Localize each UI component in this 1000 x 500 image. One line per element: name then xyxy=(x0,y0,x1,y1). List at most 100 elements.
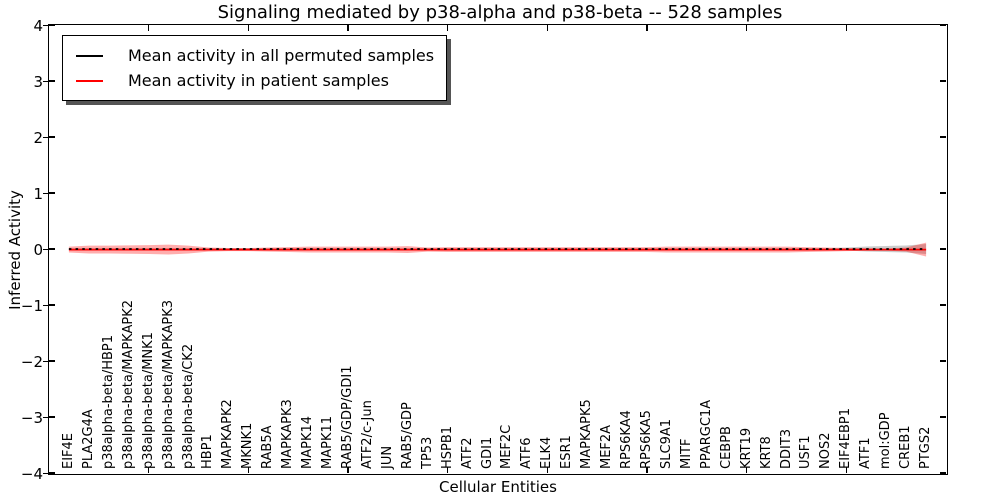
x-category-label: GDI1 xyxy=(479,436,495,469)
x-category-label: NOS2 xyxy=(818,432,834,469)
x-tick-top xyxy=(646,25,648,31)
x-category-label: PPARGC1A xyxy=(698,399,714,469)
y-tick-left-outer xyxy=(43,360,49,363)
x-category-label: MEF2A xyxy=(599,424,615,469)
y-tick-left-outer xyxy=(43,24,49,27)
x-tick-bottom xyxy=(546,467,549,473)
x-category-label: KRT8 xyxy=(758,436,774,469)
x-tick-top xyxy=(347,25,349,31)
y-tick-left-outer xyxy=(43,136,49,139)
x-tick-bottom xyxy=(745,467,748,473)
legend-item-permuted: Mean activity in all permuted samples xyxy=(75,43,434,68)
y-tick-left xyxy=(49,472,55,474)
y-tick-label: −4 xyxy=(20,464,43,483)
x-category-label: MAPKAPK5 xyxy=(579,399,595,469)
x-tick-bottom xyxy=(147,467,150,473)
x-category-label: SLC9A1 xyxy=(658,418,674,469)
x-category-label: MAPK14 xyxy=(300,415,316,469)
y-tick-right xyxy=(940,360,946,362)
x-tick-top xyxy=(247,25,250,31)
patient-line-sample-icon xyxy=(76,79,103,82)
x-tick-bottom xyxy=(446,467,449,473)
x-category-label: CEBPB xyxy=(718,426,734,469)
x-category-label: p38alpha-beta/MNK1 xyxy=(140,332,156,469)
x-category-label: HSPB1 xyxy=(439,425,455,469)
x-category-label: p38alpha-beta/CK2 xyxy=(180,343,196,469)
x-category-label: DDIT3 xyxy=(778,428,794,469)
x-category-label: RPS6KA4 xyxy=(619,410,635,469)
y-tick-label: −3 xyxy=(20,408,43,427)
y-tick-left xyxy=(49,192,55,194)
x-category-label: ATF2/c-Jun xyxy=(359,400,375,469)
x-tick-bottom xyxy=(347,467,349,473)
x-tick-top xyxy=(147,25,150,31)
y-tick-left-outer xyxy=(43,304,49,307)
y-tick-label: −1 xyxy=(20,296,43,315)
y-tick-right xyxy=(940,472,946,474)
x-category-label: ELK4 xyxy=(539,436,555,469)
x-tick-top xyxy=(446,25,449,31)
permuted-line-sample-icon xyxy=(76,54,103,57)
x-category-label: EIF4E xyxy=(60,432,76,469)
x-tick-top xyxy=(546,25,549,31)
legend: Mean activity in all permuted samples Me… xyxy=(62,35,448,101)
chart-title: Signaling mediated by p38-alpha and p38-… xyxy=(217,2,783,23)
x-tick-bottom xyxy=(646,467,648,473)
y-tick-label: −2 xyxy=(20,352,43,371)
y-tick-left-outer xyxy=(43,192,49,195)
x-category-label: RPS6KA5 xyxy=(639,410,654,469)
x-category-label: MEF2C xyxy=(499,424,515,469)
y-tick-left-outer xyxy=(43,80,49,83)
y-tick-label: 2 xyxy=(33,128,43,147)
y-tick-label: 0 xyxy=(33,240,43,259)
x-category-label: ATF2 xyxy=(459,437,475,469)
legend-label: Mean activity in patient samples xyxy=(128,70,389,90)
y-tick-left xyxy=(49,136,55,138)
y-tick-left xyxy=(49,248,55,250)
y-tick-right xyxy=(940,192,946,194)
y-tick-left xyxy=(49,24,55,26)
x-category-label: JUN xyxy=(379,445,395,469)
x-category-label: p38alpha-beta/MAPKAPK3 xyxy=(160,300,176,469)
x-category-label: EIF4EBP1 xyxy=(838,407,854,469)
x-category-label: KRT19 xyxy=(738,427,754,469)
x-category-label: MAPKAPK2 xyxy=(220,399,236,469)
x-tick-bottom xyxy=(845,467,848,473)
y-tick-left xyxy=(49,80,55,82)
y-tick-label: 3 xyxy=(33,72,43,91)
x-category-label: PLA2G4A xyxy=(80,409,96,469)
x-category-label: USF1 xyxy=(798,435,814,469)
x-category-label: TP53 xyxy=(419,436,435,469)
y-tick-left xyxy=(49,416,55,418)
y-tick-left-outer xyxy=(43,416,49,419)
y-tick-right xyxy=(940,136,946,138)
x-category-label: ESR1 xyxy=(559,435,575,469)
x-category-label: p38alpha-beta/HBP1 xyxy=(100,334,116,469)
y-tick-left-outer xyxy=(43,248,49,251)
x-category-label: RAB5A xyxy=(260,425,276,469)
y-tick-right xyxy=(940,304,946,306)
x-category-label: mol:GDP xyxy=(878,412,894,469)
y-tick-right xyxy=(940,80,946,82)
x-category-label: MAPK11 xyxy=(320,415,336,469)
y-tick-right xyxy=(940,416,946,418)
y-tick-right xyxy=(940,248,946,250)
y-tick-left xyxy=(49,304,55,306)
plot-canvas xyxy=(68,242,927,257)
x-category-label: p38alpha-beta/MAPKAPK2 xyxy=(120,300,136,469)
x-tick-bottom xyxy=(247,467,250,473)
x-category-label: PTGS2 xyxy=(918,426,934,469)
x-axis-label: Cellular Entities xyxy=(439,478,557,496)
y-tick-left xyxy=(49,360,55,362)
x-category-label: MITF xyxy=(678,438,694,469)
x-category-label: MAPKAPK3 xyxy=(280,399,296,469)
y-tick-right xyxy=(940,24,946,26)
x-category-label: RAB5/GDP/GDI1 xyxy=(340,365,355,469)
y-tick-label: 4 xyxy=(33,16,43,35)
legend-label: Mean activity in all permuted samples xyxy=(128,45,435,65)
x-category-label: HBP1 xyxy=(200,434,216,469)
legend-item-patient: Mean activity in patient samples xyxy=(75,68,434,93)
x-tick-top xyxy=(745,25,748,31)
x-category-label: CREB1 xyxy=(898,425,914,469)
